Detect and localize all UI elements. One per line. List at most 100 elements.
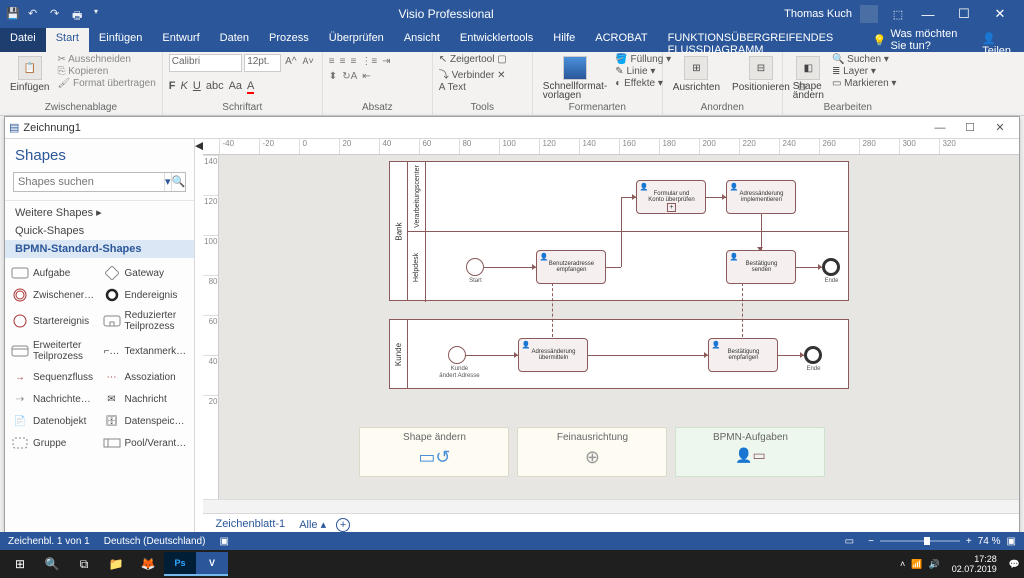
lane-helpdesk[interactable]: Helpdesk Start 👤Benutzeradresse empfange… [408,232,848,302]
qat-more-icon[interactable]: ▾ [94,7,108,21]
user-avatar-icon[interactable] [860,5,878,23]
shape-datenspeicher[interactable]: 🗄Datenspeic… [101,412,191,430]
cut-button[interactable]: ✂ Ausschneiden [57,54,155,65]
bullets-icon[interactable]: ⋮≡ [361,56,377,67]
shapes-search-input[interactable] [14,173,164,191]
save-icon[interactable]: 💾 [6,7,20,21]
start-button[interactable]: ⊞ [4,552,36,576]
macro-record-icon[interactable]: ▣ [219,536,228,547]
taskbar-search-icon[interactable]: 🔍 [36,552,68,576]
task-senden[interactable]: 👤Bestätigung senden [726,250,796,284]
shape-datenobjekt[interactable]: 📄Datenobjekt [9,412,99,430]
fit-page-icon[interactable]: ▣ [1007,536,1016,547]
tab-prozess[interactable]: Prozess [259,28,319,52]
find-button[interactable]: 🔍 Suchen ▾ [832,54,897,65]
tab-entwicklertools[interactable]: Entwicklertools [450,28,543,52]
layer-button[interactable]: ≣ Layer ▾ [832,66,897,77]
shapes-search[interactable]: ▾ 🔍 [13,172,186,192]
hint-shape-aendern[interactable]: Shape ändern▭↺ [359,427,509,477]
align-left-icon[interactable]: ≡ [329,56,335,67]
sheet-all-button[interactable]: Alle ▴ [299,518,326,531]
shape-startereignis[interactable]: Startereignis [9,308,99,334]
tab-ansicht[interactable]: Ansicht [394,28,450,52]
tray-chevron-icon[interactable]: ˄ [900,559,905,569]
underline-button[interactable]: U [193,80,201,94]
shape-gateway[interactable]: Gateway [101,264,191,282]
shapes-collapse-icon[interactable]: ◀ [195,139,203,535]
paste-button[interactable]: 📋 Einfügen [6,54,53,95]
task-uebermitteln[interactable]: 👤Adressänderung übermitteln [518,338,588,372]
italic-button[interactable]: K [181,80,188,94]
tab-start[interactable]: Start [46,28,89,52]
system-tray[interactable]: ˄ 📶 🔊 17:28 02.07.2019 💬 [900,554,1020,574]
zoom-slider[interactable] [880,540,960,542]
rotate-text-icon[interactable]: ↻A [342,71,357,82]
shape-red-teilprozess[interactable]: Reduzierter Teilprozess [101,308,191,334]
shape-textanmerkung[interactable]: ⌐…Textanmerk… [101,338,191,364]
change-shape-button[interactable]: ◧Shape ändern [789,54,828,102]
zoom-value[interactable]: 74 % [978,536,1001,547]
hint-bpmn-aufgaben[interactable]: BPMN-Aufgaben👤▭ [675,427,825,477]
share-button[interactable]: 👤 Teilen [972,28,1024,52]
font-color-button[interactable]: A [247,80,254,94]
tab-einfuegen[interactable]: Einfügen [89,28,152,52]
shape-aufgabe[interactable]: Aufgabe [9,264,99,282]
bpmn-pool-kunde[interactable]: Kunde Kunde ändert Adresse 👤Adressänderu… [389,319,849,389]
align-center-icon[interactable]: ≡ [340,56,346,67]
sheet-add-button[interactable]: + [336,518,350,532]
zoom-control[interactable]: − + 74 % ▣ [868,536,1016,547]
event-end-kunde[interactable] [804,346,822,364]
connector-tool-button[interactable]: ⤵ Verbinder ✕ [439,66,506,81]
tab-ueberpruefen[interactable]: Überprüfen [319,28,394,52]
doc-close-button[interactable]: ✕ [985,121,1015,134]
task-bestaetigung-empfangen[interactable]: 👤Bestätigung empfangen [708,338,778,372]
firefox-icon[interactable]: 🦊 [132,552,164,576]
zoom-out-icon[interactable]: − [868,536,874,547]
search-icon[interactable]: 🔍 [171,173,186,191]
shape-endereignis[interactable]: Endereignis [101,286,191,304]
shape-sequenzfluss[interactable]: →Sequenzfluss [9,368,99,386]
tray-volume-icon[interactable]: 🔊 [929,559,940,570]
tab-file[interactable]: Datei [0,28,46,52]
zoom-in-icon[interactable]: + [966,536,972,547]
task-empfangen[interactable]: 👤Benutzeradresse empfangen [536,250,606,284]
event-start-bank[interactable] [466,258,484,276]
pointer-tool-button[interactable]: ↖ Zeigertool ▢ [439,54,507,65]
font-name-select[interactable]: Calibri [169,54,242,72]
window-close-button[interactable]: ✕ [982,6,1018,22]
doc-maximize-button[interactable]: ☐ [955,121,985,134]
tell-me-search[interactable]: 💡 Was möchten Sie tun? [863,28,973,52]
photoshop-icon[interactable]: Ps [164,552,196,576]
shape-nachrichtenfluss[interactable]: ⇢Nachrichte… [9,390,99,408]
shape-gruppe[interactable]: Gruppe [9,434,99,452]
shape-nachricht[interactable]: ✉Nachricht [101,390,191,408]
doc-minimize-button[interactable]: — [925,122,955,134]
strike-button[interactable]: abc [206,80,224,94]
quick-styles-button[interactable]: Schnellformat- vorlagen [539,54,611,102]
explorer-icon[interactable]: 📁 [100,552,132,576]
task-implementieren[interactable]: 👤Adressänderung implementieren [726,180,796,214]
tray-network-icon[interactable]: 📶 [911,559,922,570]
tab-entwurf[interactable]: Entwurf [152,28,209,52]
tab-daten[interactable]: Daten [210,28,259,52]
text-tool-button[interactable]: A Text [439,82,466,93]
indent-icon[interactable]: ⇥ [382,56,390,67]
shapes-cat-more[interactable]: Weitere Shapes ▸ [5,203,194,222]
align-button[interactable]: ⊞Ausrichten [669,54,724,95]
window-maximize-button[interactable]: ☐ [946,6,982,22]
shapes-cat-quick[interactable]: Quick-Shapes [5,222,194,240]
notification-icon[interactable]: 💬 [1009,559,1020,570]
undo-icon[interactable]: ↶ [28,7,42,21]
copy-button[interactable]: ⎘ Kopieren [57,66,155,77]
case-button[interactable]: Aa [229,80,242,94]
redo-icon[interactable]: ↷ [50,7,64,21]
window-minimize-button[interactable]: — [910,7,946,22]
grow-font-icon[interactable]: A^ [283,54,298,72]
task-formular[interactable]: 👤Formular und Konto überprüfen+ [636,180,706,214]
print-icon[interactable]: 🖶 [72,7,86,21]
shape-erw-teilprozess[interactable]: Erweiterter Teilprozess [9,338,99,364]
sheet-tab-1[interactable]: Zeichenblatt-1 [211,516,289,534]
event-end-bank[interactable] [822,258,840,276]
tab-acrobat[interactable]: ACROBAT [585,28,657,52]
visio-taskbar-icon[interactable]: V [196,552,228,576]
